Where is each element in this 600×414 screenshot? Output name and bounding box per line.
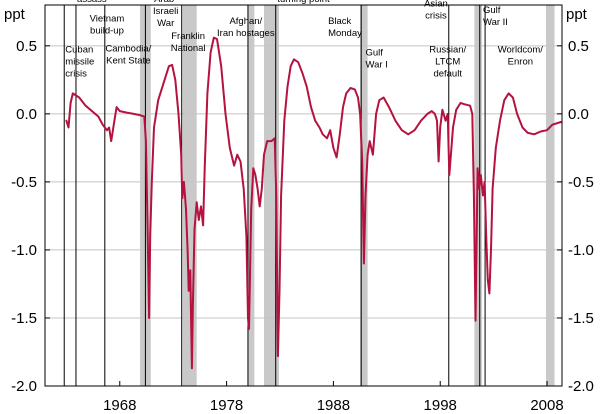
recession-band-3 bbox=[263, 5, 279, 386]
y-tick-label-left-3: -1.0 bbox=[11, 242, 37, 259]
event-label-line: Enron bbox=[508, 57, 533, 68]
event-label-14: Gulf War II bbox=[483, 5, 508, 28]
event-label-line: Iran hostages bbox=[217, 28, 275, 39]
event-label-line: turning point bbox=[277, 0, 330, 5]
event-labels: CubanmissilecrisisJFKassassVietnambuild-… bbox=[65, 0, 543, 80]
event-label-line: Kent State bbox=[106, 55, 150, 66]
y-tick-label-left-4: -1.5 bbox=[11, 310, 37, 327]
event-label-7: Afghan/Iran hostages bbox=[217, 16, 275, 39]
event-label-line: Israeli bbox=[153, 6, 178, 17]
event-label-8: Monetary cycleturning point bbox=[272, 0, 336, 5]
y-axis-left: 0.5 0.0 -0.5 -1.0 -1.5 -2.0 bbox=[11, 38, 50, 395]
event-label-13: Russian/LTCM default bbox=[429, 45, 466, 80]
event-label-line: Franklin bbox=[171, 31, 205, 42]
plot-frame bbox=[44, 4, 563, 387]
y-tick-label-right-1: 0.0 bbox=[568, 106, 589, 123]
x-tick-label-4: 2008 bbox=[530, 397, 563, 414]
event-label-line: War I bbox=[365, 59, 387, 70]
event-label-line: War bbox=[157, 18, 174, 29]
event-label-line: default bbox=[433, 69, 462, 80]
event-label-5: Franklin National bbox=[171, 31, 206, 54]
y-tick-label-left-2: -0.5 bbox=[11, 174, 37, 191]
event-label-line: Vietnam bbox=[90, 13, 125, 24]
y-tick-label-right-2: -0.5 bbox=[568, 174, 594, 191]
event-label-line: build-up bbox=[90, 25, 124, 36]
event-label-line: Arab- bbox=[154, 0, 177, 5]
recession-band-6 bbox=[545, 5, 555, 386]
y-tick-label-right-3: -1.0 bbox=[568, 242, 594, 259]
event-label-line: crisis bbox=[65, 69, 87, 80]
event-label-15: Worldcom/Enron bbox=[498, 45, 544, 68]
event-label-line: War II bbox=[483, 17, 508, 28]
y-tick-label-right-4: -1.5 bbox=[568, 310, 594, 327]
x-tick-label-0: 1968 bbox=[103, 397, 136, 414]
event-label-0: Cuban missile crisis bbox=[65, 45, 94, 80]
event-label-3: Cambodia/Kent State bbox=[105, 43, 151, 66]
event-label-line: Monday bbox=[328, 28, 362, 39]
event-label-line: Afghan/ bbox=[229, 16, 262, 27]
y-axis-right: 0.5 0.0 -0.5 -1.0 -1.5 -2.0 bbox=[557, 38, 594, 395]
event-label-line: LTCM bbox=[435, 57, 460, 68]
event-label-line: Cambodia/ bbox=[105, 43, 151, 54]
event-label-2: Vietnam build-up bbox=[90, 13, 125, 36]
event-label-line: missile bbox=[65, 57, 94, 68]
x-tick-label-1: 1978 bbox=[210, 397, 243, 414]
y-tick-label-right-0: 0.5 bbox=[568, 38, 589, 55]
y-unit-left: ppt bbox=[4, 6, 26, 23]
event-label-line: Gulf bbox=[365, 47, 383, 58]
x-tick-label-3: 1998 bbox=[424, 397, 457, 414]
y-tick-label-left-0: 0.5 bbox=[16, 38, 37, 55]
event-label-line: Russian/ bbox=[429, 45, 466, 56]
event-label-line: crisis bbox=[425, 10, 447, 21]
recession-band-4 bbox=[360, 5, 368, 386]
event-label-line: Worldcom/ bbox=[498, 45, 544, 56]
x-axis: 1968 1978 1988 1998 2008 bbox=[103, 381, 564, 414]
y-tick-label-left-5: -2.0 bbox=[11, 378, 37, 395]
x-tick-label-2: 1988 bbox=[317, 397, 350, 414]
event-label-1: JFKassass bbox=[77, 0, 107, 5]
event-label-line: assass bbox=[77, 0, 107, 5]
event-label-9: Black Monday bbox=[328, 16, 362, 39]
event-label-line: Black bbox=[328, 16, 351, 27]
event-label-11: Asian crisis bbox=[424, 0, 448, 21]
event-label-10: Gulf War I bbox=[365, 47, 387, 70]
event-label-line: Cuban bbox=[65, 45, 93, 56]
series-line bbox=[65, 36, 562, 370]
event-label-line: Asian bbox=[424, 0, 448, 9]
y-tick-label-right-5: -2.0 bbox=[568, 378, 594, 395]
event-label-line: National bbox=[171, 43, 206, 54]
event-label-line: Gulf bbox=[483, 5, 501, 16]
y-tick-label-left-1: 0.0 bbox=[16, 106, 37, 123]
y-unit-right: ppt bbox=[566, 6, 588, 23]
